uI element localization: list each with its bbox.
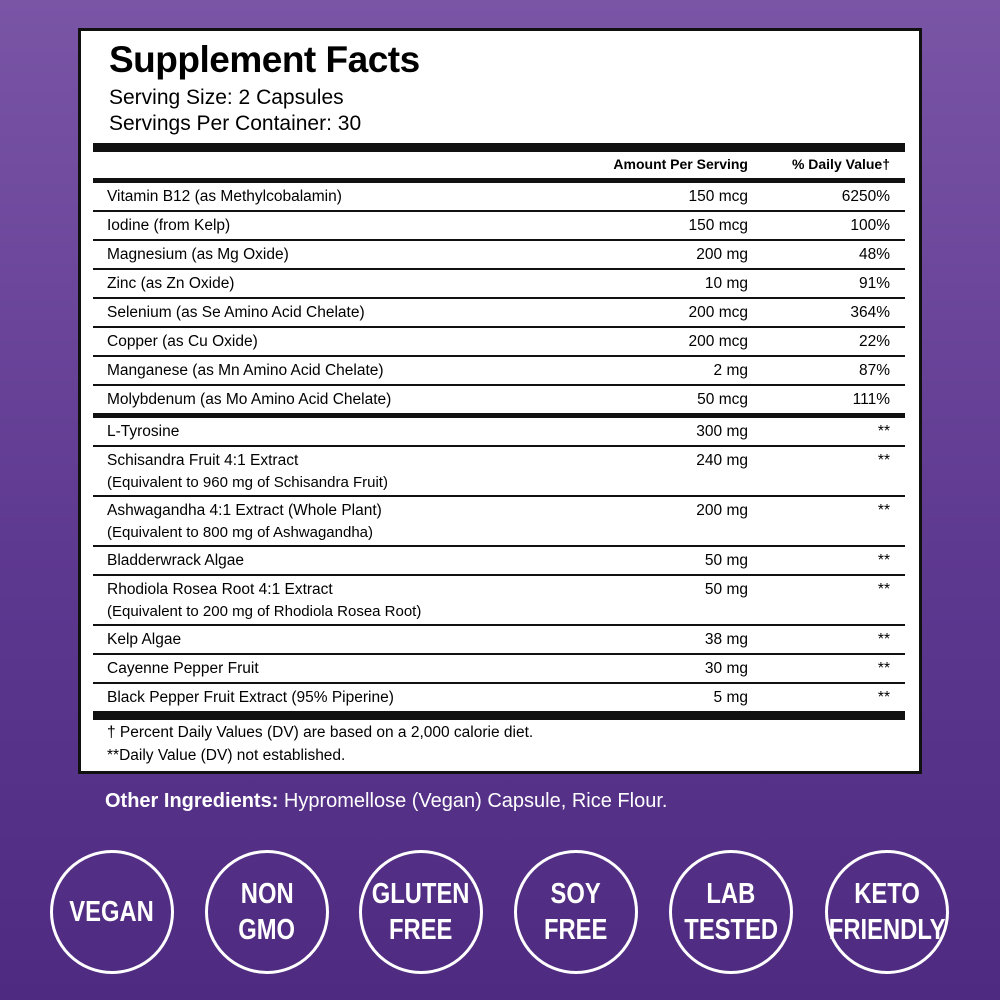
table-row: Schisandra Fruit 4:1 Extract (Equivalent … — [93, 447, 905, 497]
daily-value: 87% — [858, 362, 890, 379]
footnote: † Percent Daily Values (DV) are based on… — [107, 724, 534, 741]
daily-value: ** — [877, 552, 890, 569]
badge-text: TESTED — [684, 914, 778, 946]
amount: 50 mg — [704, 581, 748, 598]
nutrient-name: Vitamin B12 (as Methylcobalamin) — [107, 188, 342, 205]
daily-value: 364% — [850, 304, 890, 321]
badge-text: SOY — [550, 878, 602, 910]
serving-size: Serving Size: 2 Capsules — [109, 86, 344, 109]
badge-text: KETO — [854, 878, 920, 910]
table-row: Black Pepper Fruit Extract (95% Piperine… — [93, 684, 905, 720]
badge-text: FREE — [389, 914, 453, 946]
nutrient-note: (Equivalent to 800 mg of Ashwagandha) — [107, 524, 374, 541]
daily-value: 100% — [850, 217, 890, 234]
footnote: **Daily Value (DV) not established. — [107, 747, 346, 764]
nutrient-name: Manganese (as Mn Amino Acid Chelate) — [107, 362, 384, 379]
nutrient-name: Copper (as Cu Oxide) — [107, 333, 258, 350]
facts-table: Amount Per Serving % Daily Value† Vitami… — [93, 143, 905, 720]
badge-text: FRIENDLY — [828, 914, 946, 946]
daily-value: 91% — [858, 275, 890, 292]
nutrient-name: Zinc (as Zn Oxide) — [107, 275, 235, 292]
amount: 50 mg — [704, 552, 748, 569]
column-header: % Daily Value† — [791, 156, 890, 172]
amount: 200 mcg — [688, 304, 748, 321]
daily-value: ** — [877, 660, 890, 677]
amount: 5 mg — [713, 689, 748, 706]
badge: GLUTEN FREE — [359, 850, 483, 974]
daily-value: ** — [877, 689, 890, 706]
nutrient-name: Ashwagandha 4:1 Extract (Whole Plant) — [107, 502, 382, 519]
amount: 150 mcg — [688, 188, 748, 205]
nutrient-name: Bladderwrack Algae — [107, 552, 244, 569]
nutrient-name: Cayenne Pepper Fruit — [107, 660, 259, 677]
table-row: Vitamin B12 (as Methylcobalamin) 150 mcg 6… — [93, 183, 905, 212]
daily-value: ** — [877, 452, 890, 469]
table-row: Manganese (as Mn Amino Acid Chelate) 2 mg… — [93, 357, 905, 386]
daily-value: 48% — [858, 246, 890, 263]
table-row: Rhodiola Rosea Root 4:1 Extract (Equivale… — [93, 576, 905, 626]
table-row: Cayenne Pepper Fruit 30 mg ** — [93, 655, 905, 684]
badge: NON GMO — [205, 850, 329, 974]
nutrient-name: Iodine (from Kelp) — [107, 217, 231, 234]
badge-text: VEGAN — [69, 896, 155, 928]
nutrient-name: Schisandra Fruit 4:1 Extract — [107, 452, 299, 469]
table-row: Ashwagandha 4:1 Extract (Whole Plant) (Eq… — [93, 497, 905, 547]
table-row: Bladderwrack Algae 50 mg ** — [93, 547, 905, 576]
nutrient-name: Black Pepper Fruit Extract (95% Piperine… — [107, 689, 394, 706]
nutrient-name: Magnesium (as Mg Oxide) — [107, 246, 289, 263]
nutrient-name: Kelp Algae — [107, 631, 182, 648]
badge: KETO FRIENDLY — [825, 850, 949, 974]
table-row: Zinc (as Zn Oxide) 10 mg 91% — [93, 270, 905, 299]
amount: 30 mg — [704, 660, 748, 677]
badge-text: GLUTEN — [372, 878, 470, 910]
amount: 10 mg — [704, 275, 748, 292]
servings-per-container: Servings Per Container: 30 — [109, 112, 362, 135]
table-row: Iodine (from Kelp) 150 mcg 100% — [93, 212, 905, 241]
table-header: Amount Per Serving % Daily Value† — [93, 152, 905, 183]
nutrient-name: Molybdenum (as Mo Amino Acid Chelate) — [107, 391, 392, 408]
amount: 200 mg — [696, 246, 748, 263]
column-header: Amount Per Serving — [613, 156, 748, 172]
amount: 200 mcg — [688, 333, 748, 350]
daily-value: ** — [877, 423, 890, 440]
daily-value: ** — [877, 581, 890, 598]
daily-value: 6250% — [841, 188, 890, 205]
other-ingredients-label: Other Ingredients: — [105, 790, 279, 812]
amount: 50 mcg — [697, 391, 748, 408]
badge: SOY FREE — [514, 850, 638, 974]
amount: 300 mg — [696, 423, 748, 440]
nutrient-name: Rhodiola Rosea Root 4:1 Extract — [107, 581, 333, 598]
table-row: Selenium (as Se Amino Acid Chelate) 200 m… — [93, 299, 905, 328]
amount: 150 mcg — [688, 217, 748, 234]
badge-text: FREE — [544, 914, 608, 946]
badge: VEGAN — [50, 850, 174, 974]
other-ingredients-text: Hypromellose (Vegan) Capsule, Rice Flour… — [283, 790, 668, 812]
badge-text: GMO — [238, 914, 296, 946]
badge-text: LAB — [706, 878, 756, 910]
amount: 38 mg — [704, 631, 748, 648]
nutrient-name: L-Tyrosine — [107, 423, 180, 440]
table-row: Kelp Algae 38 mg ** — [93, 626, 905, 655]
nutrient-note: (Equivalent to 200 mg of Rhodiola Rosea … — [107, 603, 422, 620]
amount: 2 mg — [713, 362, 748, 379]
badge-text: NON — [240, 878, 294, 910]
amount: 200 mg — [696, 502, 748, 519]
daily-value: ** — [877, 502, 890, 519]
table-row: Magnesium (as Mg Oxide) 200 mg 48% — [93, 241, 905, 270]
daily-value: 22% — [858, 333, 890, 350]
other-ingredients: Other Ingredients: Hypromellose (Vegan) … — [105, 790, 667, 813]
badge: LAB TESTED — [669, 850, 793, 974]
table-row: Molybdenum (as Mo Amino Acid Chelate) 50 … — [93, 386, 905, 418]
nutrient-name: Selenium (as Se Amino Acid Chelate) — [107, 304, 365, 321]
facts-panel: Supplement Facts Serving Size: 2 Capsule… — [78, 28, 922, 774]
table-row: L-Tyrosine 300 mg ** — [93, 418, 905, 447]
table-row: Copper (as Cu Oxide) 200 mcg 22% — [93, 328, 905, 357]
daily-value: ** — [877, 631, 890, 648]
amount: 240 mg — [696, 452, 748, 469]
nutrient-note: (Equivalent to 960 mg of Schisandra Frui… — [107, 474, 388, 491]
title: Supplement Facts — [109, 39, 420, 80]
daily-value: 111% — [852, 391, 890, 408]
